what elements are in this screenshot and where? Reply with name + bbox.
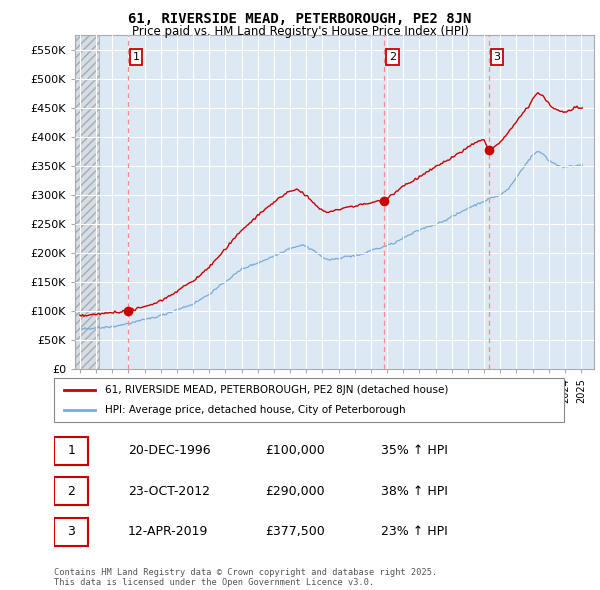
- Text: 20-DEC-1996: 20-DEC-1996: [128, 444, 211, 457]
- Text: 23-OCT-2012: 23-OCT-2012: [128, 484, 210, 498]
- Text: Price paid vs. HM Land Registry's House Price Index (HPI): Price paid vs. HM Land Registry's House …: [131, 25, 469, 38]
- Text: 61, RIVERSIDE MEAD, PETERBOROUGH, PE2 8JN (detached house): 61, RIVERSIDE MEAD, PETERBOROUGH, PE2 8J…: [105, 385, 448, 395]
- FancyBboxPatch shape: [54, 518, 88, 546]
- Text: 1: 1: [133, 52, 140, 62]
- Text: Contains HM Land Registry data © Crown copyright and database right 2025.
This d: Contains HM Land Registry data © Crown c…: [54, 568, 437, 587]
- Text: 38% ↑ HPI: 38% ↑ HPI: [382, 484, 448, 498]
- Text: 3: 3: [67, 525, 75, 538]
- FancyBboxPatch shape: [54, 477, 88, 505]
- Text: 3: 3: [493, 52, 500, 62]
- Bar: [75, 35, 99, 369]
- Text: 12-APR-2019: 12-APR-2019: [128, 525, 208, 538]
- Text: 2: 2: [67, 484, 75, 498]
- Text: 61, RIVERSIDE MEAD, PETERBOROUGH, PE2 8JN: 61, RIVERSIDE MEAD, PETERBOROUGH, PE2 8J…: [128, 12, 472, 27]
- Bar: [75, 35, 99, 369]
- Text: 1: 1: [67, 444, 75, 457]
- Text: £290,000: £290,000: [265, 484, 325, 498]
- Text: 23% ↑ HPI: 23% ↑ HPI: [382, 525, 448, 538]
- Text: £100,000: £100,000: [265, 444, 325, 457]
- FancyBboxPatch shape: [54, 378, 564, 422]
- Text: 35% ↑ HPI: 35% ↑ HPI: [382, 444, 448, 457]
- Text: HPI: Average price, detached house, City of Peterborough: HPI: Average price, detached house, City…: [105, 405, 406, 415]
- FancyBboxPatch shape: [54, 437, 88, 464]
- Text: £377,500: £377,500: [265, 525, 325, 538]
- Text: 2: 2: [389, 52, 396, 62]
